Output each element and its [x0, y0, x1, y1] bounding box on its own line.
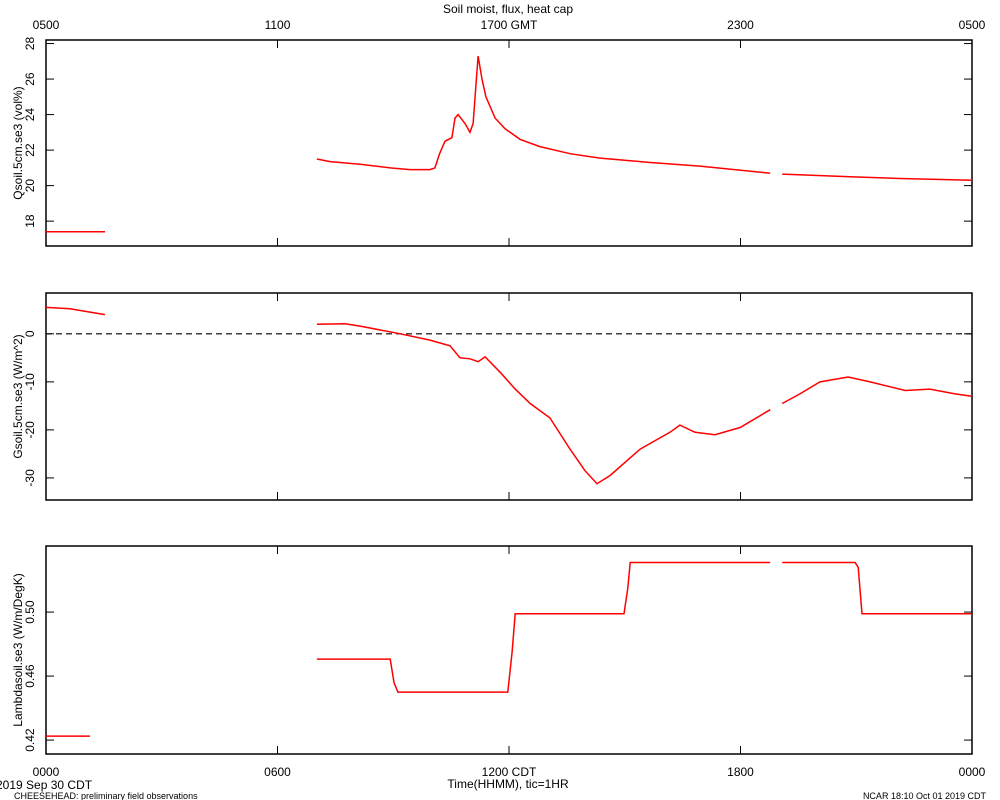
- x-tick-label: 1800: [727, 765, 754, 779]
- data-line: [46, 561, 972, 737]
- data-line: [46, 55, 973, 233]
- x2-tick-label: 0500: [959, 18, 986, 32]
- x-axis-label: Time(HHMM), tic=1HR: [447, 777, 569, 791]
- data-line: [45, 306, 973, 485]
- y-tick-label: 0.46: [23, 664, 37, 688]
- y-tick-label: -20: [23, 421, 37, 439]
- y-axis-label: Gsoil.5cm.se3 (W/m^2): [11, 334, 25, 458]
- y-tick-label: 26: [23, 72, 37, 86]
- x2-tick-label: 1100: [265, 18, 291, 32]
- chart-title: Soil moist, flux, heat cap: [443, 2, 573, 16]
- x-tick-label: 0000: [959, 765, 986, 779]
- x2-tick-label: 2300: [727, 18, 754, 32]
- y-tick-label: 0.50: [23, 600, 37, 624]
- y-tick-label: 24: [23, 108, 37, 122]
- plot-frame: [45, 292, 973, 501]
- y-tick-label: -30: [23, 469, 37, 487]
- y-tick-label: 28: [23, 37, 37, 51]
- footer-project: CHEESEHEAD: preliminary field observatio…: [14, 791, 198, 800]
- footer-stamp: NCAR 18:10 Oct 01 2019 CDT: [863, 791, 987, 800]
- x-tick-label: 0600: [264, 765, 291, 779]
- y-tick-label: 20: [23, 179, 37, 193]
- y-axis-label: Qsoil.5cm.se3 (vol%): [11, 86, 25, 199]
- x-tick-label: 1200 CDT: [482, 765, 537, 779]
- y-tick-label: 0: [23, 330, 37, 337]
- footer-date: 2019 Sep 30 CDT: [0, 778, 93, 792]
- x2-tick-label: 1700 GMT: [481, 18, 538, 32]
- y-axis-label: Lambdasoil.se3 (W/m/DegK): [11, 573, 25, 726]
- y-tick-label: 22: [23, 143, 37, 157]
- plot-frame: [45, 545, 973, 755]
- y-tick-label: -10: [23, 373, 37, 391]
- y-tick-label: 18: [23, 214, 37, 228]
- x2-tick-label: 0500: [33, 18, 60, 32]
- x-tick-label: 0000: [33, 765, 60, 779]
- y-tick-label: 0.42: [23, 728, 37, 752]
- plot-frame: [45, 39, 973, 247]
